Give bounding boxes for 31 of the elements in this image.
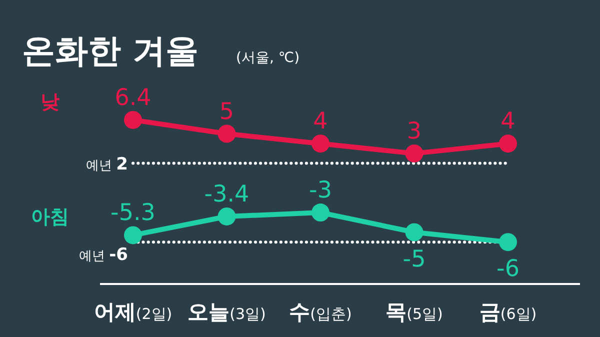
point: [405, 223, 424, 242]
text: 아침: [31, 206, 69, 228]
point: [499, 134, 517, 153]
point: [218, 207, 236, 226]
ref-line-label: 예년 2: [86, 154, 128, 174]
data-label: 4: [313, 108, 328, 135]
x-tick-label: 수(입춘): [289, 300, 352, 324]
data-label: -5.3: [110, 200, 156, 226]
chart-subtitle: (서울, ℃): [236, 50, 300, 66]
chart-title: 온화한 겨울: [22, 31, 198, 70]
x-tick-label: 오늘(3일): [188, 300, 266, 324]
data-label: 4: [500, 108, 516, 135]
point: [405, 144, 424, 162]
point: [124, 226, 142, 244]
data-label: -6: [496, 256, 520, 282]
data-label: 6.4: [114, 84, 152, 111]
point: [218, 124, 236, 143]
point: [312, 134, 330, 153]
x-tick-label: 금(6일): [479, 300, 537, 324]
x-tick-label: 어제(2일): [94, 300, 172, 324]
point: [499, 233, 517, 252]
point: [312, 204, 330, 222]
data-label: 3: [406, 118, 422, 144]
text: 낮: [40, 90, 60, 113]
ref-line-label: 예년 -6: [78, 245, 128, 266]
data-label: -5: [402, 246, 426, 272]
data-label: -3: [309, 178, 332, 204]
data-label: -3.4: [204, 181, 250, 208]
point: [124, 110, 142, 129]
data-label: 5: [219, 98, 234, 125]
x-tick-label: 목(5일): [386, 300, 443, 324]
